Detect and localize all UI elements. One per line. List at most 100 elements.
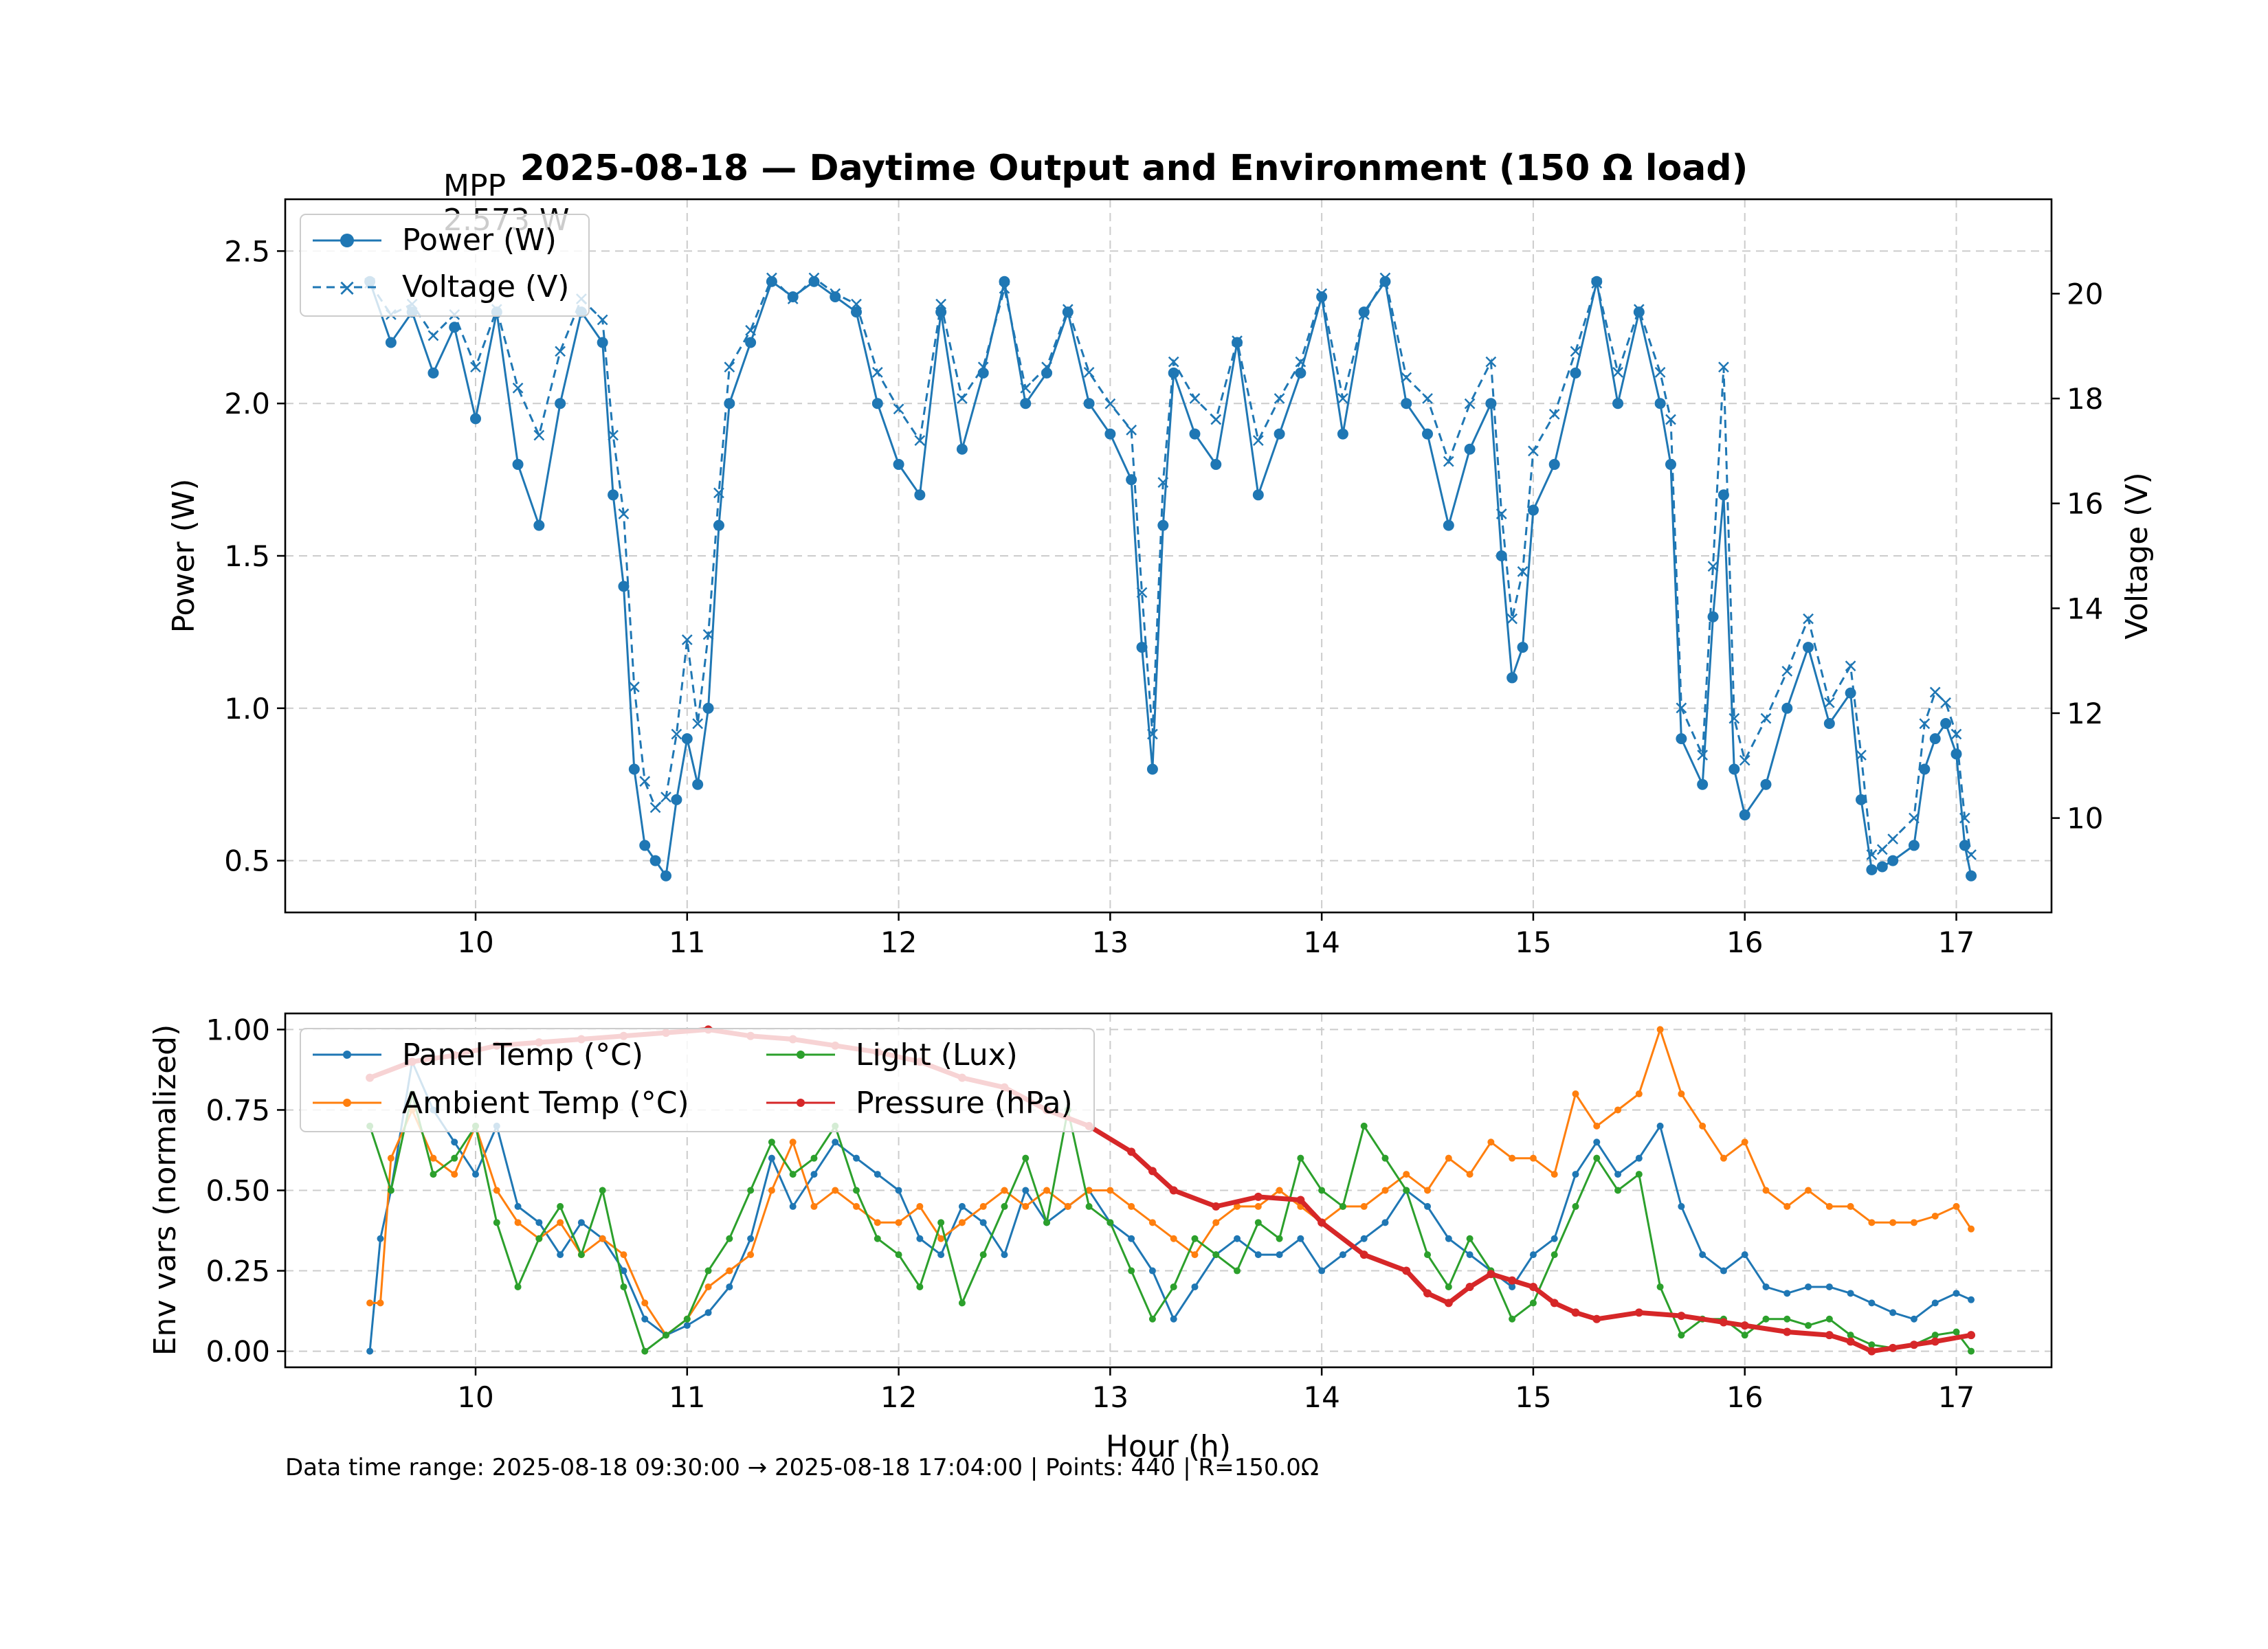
data-point <box>724 361 735 373</box>
data-point <box>1718 361 1729 373</box>
data-point <box>1443 456 1454 467</box>
data-point <box>1940 697 1951 708</box>
data-point <box>958 1219 966 1226</box>
data-point <box>1550 1171 1558 1178</box>
data-point <box>1276 1251 1283 1259</box>
chart-title: 2025-08-18 — Daytime Output and Environm… <box>520 148 1748 189</box>
data-point <box>577 1251 585 1259</box>
data-point <box>1572 1090 1579 1098</box>
data-point <box>1572 1202 1579 1210</box>
data-point <box>1085 1187 1093 1194</box>
x-tick-label: 13 <box>1092 926 1129 959</box>
data-point <box>1855 794 1867 805</box>
data-point <box>470 361 481 373</box>
data-point <box>1212 1202 1221 1211</box>
data-point <box>1423 1289 1432 1298</box>
data-point <box>1781 702 1793 714</box>
data-point <box>1485 356 1497 368</box>
data-point <box>1910 1219 1917 1226</box>
data-point <box>1940 717 1952 729</box>
data-point <box>1887 833 1899 845</box>
data-point <box>1760 713 1772 724</box>
data-point <box>618 508 630 519</box>
data-point <box>1022 1202 1030 1210</box>
data-point <box>1634 1308 1643 1317</box>
data-point <box>766 272 777 284</box>
data-point <box>853 1187 860 1194</box>
data-point <box>1856 750 1867 761</box>
data-point <box>937 1235 945 1242</box>
data-point <box>1170 1235 1177 1242</box>
data-point <box>681 634 693 646</box>
data-point <box>1496 550 1507 561</box>
data-point <box>1968 1296 1975 1303</box>
data-point <box>853 1154 860 1162</box>
data-point <box>1591 278 1603 289</box>
data-point <box>1234 1267 1241 1275</box>
data-point <box>1550 1251 1558 1259</box>
data-point <box>957 393 968 404</box>
data-point <box>768 1187 775 1194</box>
data-point <box>1887 855 1899 866</box>
data-point <box>1593 1122 1601 1130</box>
data-point <box>597 337 608 348</box>
data-point <box>1847 1290 1854 1297</box>
y-tick-label: 2.0 <box>224 387 270 420</box>
data-point <box>1656 1283 1664 1290</box>
data-point <box>1517 642 1528 653</box>
data-point <box>1741 1251 1748 1259</box>
data-point <box>533 519 545 531</box>
data-point <box>1931 1212 1939 1220</box>
y-right-tick-label: 14 <box>2067 592 2103 625</box>
data-point <box>1381 1219 1389 1226</box>
bottom-legend: Panel Temp (°C) Ambient Temp (°C) Light … <box>300 1028 1095 1132</box>
top-x-ticks: 10 11 12 13 14 15 16 17 <box>457 912 1975 959</box>
data-point <box>893 403 904 415</box>
top-legend: Power (W) × Voltage (V) <box>300 214 590 317</box>
data-point <box>1128 1267 1135 1275</box>
data-point <box>599 1187 606 1194</box>
data-point <box>1548 409 1560 420</box>
data-point <box>1910 1315 1917 1323</box>
data-point <box>430 1154 437 1162</box>
data-point <box>1104 398 1116 410</box>
data-point <box>1847 1332 1854 1339</box>
data-point <box>641 1299 649 1307</box>
legend-label-voltage: Voltage (V) <box>402 269 569 304</box>
data-point <box>1509 1315 1516 1323</box>
data-point <box>1254 1192 1263 1201</box>
top-y-ticks: 0.5 1.0 1.5 2.0 2.5 <box>224 234 285 878</box>
data-point <box>1128 1235 1135 1242</box>
x-tick-label: 14 <box>1303 926 1339 959</box>
data-point <box>1496 508 1507 519</box>
data-point <box>1509 1283 1516 1290</box>
data-point <box>1550 1235 1558 1242</box>
data-point <box>1401 398 1412 410</box>
data-point <box>1136 587 1148 598</box>
data-point <box>1707 611 1719 622</box>
x-tick-label: 17 <box>1938 926 1975 959</box>
data-point <box>1147 728 1158 740</box>
data-point <box>702 629 714 640</box>
data-point <box>935 298 947 310</box>
data-point <box>1276 1187 1283 1194</box>
data-point <box>1022 1187 1030 1194</box>
data-point <box>472 1171 480 1178</box>
data-point <box>1191 1283 1199 1290</box>
data-point <box>1656 1122 1664 1130</box>
data-point <box>704 1283 712 1290</box>
data-point <box>1919 718 1931 730</box>
data-point <box>1889 1219 1897 1226</box>
data-point <box>1234 1235 1241 1242</box>
data-point <box>958 1299 966 1307</box>
data-point <box>916 1235 924 1242</box>
data-point <box>663 1332 670 1339</box>
top-panel: 10 11 12 13 14 15 16 17 0.51.01.52.02.5 1012141… <box>166 168 2155 959</box>
data-point <box>1254 1251 1262 1259</box>
data-point <box>895 1187 902 1194</box>
bottom-y-ticks: 0.00 0.25 0.50 0.75 1.00 <box>205 1013 285 1369</box>
data-point <box>1677 1312 1686 1321</box>
data-point <box>1379 272 1391 284</box>
data-point <box>1728 763 1740 775</box>
data-point <box>1719 1318 1728 1327</box>
